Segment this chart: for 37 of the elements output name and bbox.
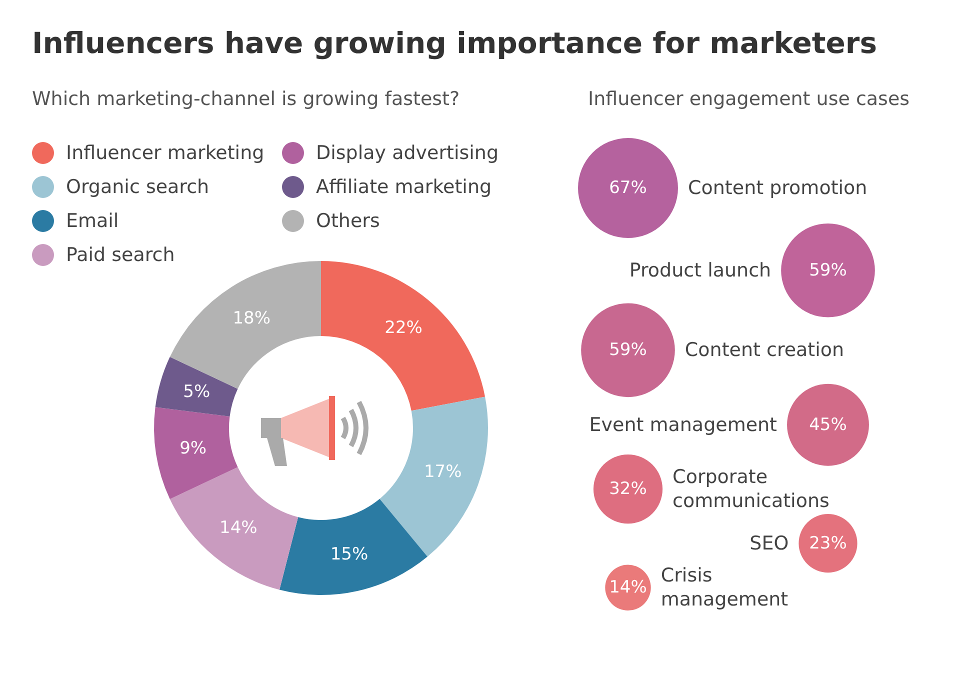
legend-label: Organic search xyxy=(66,176,210,198)
legend-label: Affiliate marketing xyxy=(316,176,492,198)
data-label: 32% xyxy=(609,479,647,500)
data-label: 18% xyxy=(232,308,271,329)
donut-slice xyxy=(321,261,486,411)
data-label: 14% xyxy=(220,518,258,538)
legend-label: Influencer marketing xyxy=(66,142,264,164)
data-label: 15% xyxy=(330,544,368,564)
data-label: 5% xyxy=(183,382,210,402)
legend-label: Paid search xyxy=(66,244,175,266)
donut-slice xyxy=(380,396,488,557)
data-label: 59% xyxy=(809,260,847,280)
donut-slice xyxy=(155,356,238,416)
category-label: Corporate communications xyxy=(672,466,830,512)
data-label: 22% xyxy=(384,318,422,338)
legend-label: Others xyxy=(316,210,380,232)
category-label: SEO xyxy=(750,532,789,554)
donut-slice xyxy=(154,407,238,500)
text: Influencer engagement use cases xyxy=(588,88,910,110)
donut-slice xyxy=(279,498,428,595)
data-label: 67% xyxy=(609,178,647,198)
category-label: Content creation xyxy=(684,339,844,362)
category-label: Product launch xyxy=(629,259,772,282)
data-label: 45% xyxy=(809,414,847,435)
legend-label: Display advertising xyxy=(316,142,499,164)
data-label: 17% xyxy=(424,462,462,482)
data-label: 59% xyxy=(609,340,647,360)
data-label: 14% xyxy=(609,578,647,598)
chart-title: Influencers have growing importance for marketers xyxy=(32,26,877,60)
legend-label: Email xyxy=(66,210,119,232)
donut-slice xyxy=(170,467,298,590)
category-label: Crisis management xyxy=(660,564,788,611)
data-label: 9% xyxy=(180,438,207,458)
chart-subtitle: Which marketing-channel is growing fastest? xyxy=(32,88,460,110)
data-label: 23% xyxy=(809,533,847,554)
category-label: Event management xyxy=(589,414,778,436)
category-label: Content promotion xyxy=(688,177,868,199)
